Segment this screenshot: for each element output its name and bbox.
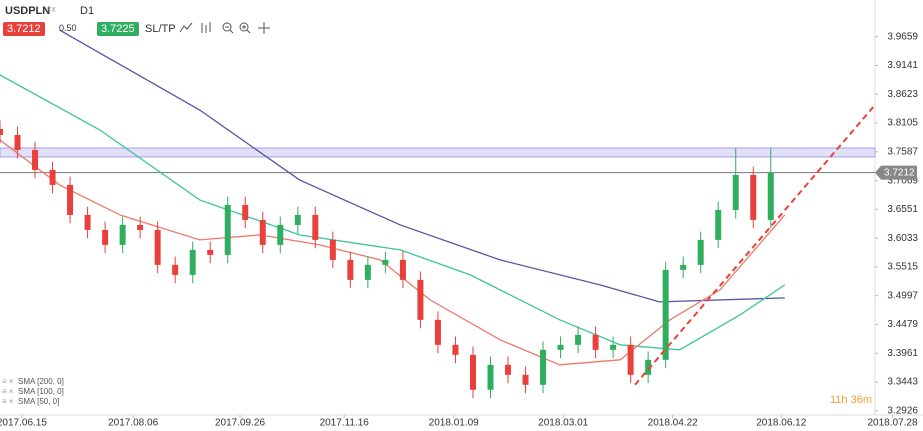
candle-body (399, 259, 406, 280)
legend-icon: ≡ × (2, 387, 14, 396)
y-tick-label: 3.4997 (887, 290, 918, 301)
candle-body (14, 135, 21, 150)
legend-entry: SMA [100, 0] (18, 387, 64, 396)
candle-body (224, 204, 231, 255)
y-tick-label: 3.6033 (887, 233, 918, 244)
symbol[interactable]: USDPLN (5, 5, 51, 17)
candle-body (522, 374, 529, 385)
candle-body (469, 354, 476, 390)
candle-body (102, 229, 109, 245)
x-tick-label: 2017.11.16 (320, 418, 370, 429)
y-tick-label: 3.8105 (887, 118, 918, 129)
candle-body (750, 174, 757, 220)
candle-body (417, 279, 424, 320)
x-tick-label: 2017.06.15 (0, 418, 47, 429)
candle-body (207, 249, 214, 255)
candle-body (680, 264, 687, 270)
candle-body (364, 264, 371, 280)
candle-body (452, 344, 459, 355)
candle-body (137, 224, 144, 230)
trendline (634, 104, 876, 386)
candle-body (767, 172, 774, 220)
y-tick-label: 3.9141 (887, 60, 918, 71)
x-tick-label: 2018.03.01 (538, 418, 588, 429)
candle-body (697, 239, 704, 265)
candle-body (32, 150, 39, 170)
candle-body (312, 214, 319, 240)
candle-body (540, 349, 547, 385)
price-badge-label: 3.7212 (884, 167, 915, 178)
candle-body (119, 224, 126, 245)
candle-body (662, 269, 669, 360)
sma-line (59, 29, 785, 303)
sma-line (0, 139, 786, 366)
y-tick-label: 3.4479 (887, 319, 918, 330)
price-badge (875, 165, 917, 180)
legend-entry: SMA [50, 0] (18, 397, 59, 406)
market: FX (47, 7, 56, 14)
y-tick-label: 3.5515 (887, 262, 918, 273)
candle-body (645, 359, 652, 375)
x-tick-label: 2017.08.06 (108, 418, 158, 429)
timeframe[interactable]: D1 (80, 5, 95, 17)
candle-body (732, 174, 739, 210)
candle-body (84, 214, 91, 230)
tool-icons[interactable] (178, 20, 273, 36)
y-tick-label: 3.9659 (887, 31, 918, 42)
candle-body (434, 319, 441, 345)
candle-body (592, 334, 599, 350)
candle-body (277, 224, 284, 245)
candle-body (259, 219, 266, 245)
candle-body (329, 239, 336, 260)
x-tick-label: 2018.04.22 (648, 418, 698, 429)
x-tick-label: 2017.09.26 (215, 418, 265, 429)
candle-body (189, 249, 196, 275)
y-tick-label: 3.3961 (887, 348, 918, 359)
candle-body (575, 334, 582, 345)
legend-entry: SMA [200, 0] (18, 377, 64, 386)
legend-icon: ≡ × (2, 397, 14, 406)
candle-body (347, 259, 354, 280)
bid-price[interactable]: 3.7212 (3, 22, 45, 36)
candle-body (294, 214, 301, 225)
x-tick-label: 2018.01.09 (429, 418, 479, 429)
y-tick-label: 3.7069 (887, 175, 918, 186)
candle-body (487, 364, 494, 390)
candle-body (557, 344, 564, 350)
candle-body (0, 128, 3, 135)
candle-body (154, 229, 161, 265)
candle-body (382, 259, 389, 265)
y-tick-label: 3.7587 (887, 146, 918, 157)
candle-body (67, 184, 74, 215)
y-tick-label: 3.6551 (887, 204, 918, 215)
candle-body (49, 169, 56, 185)
y-tick-label: 3.3443 (887, 377, 918, 388)
y-tick-label: 3.8623 (887, 89, 918, 100)
candle-body (627, 344, 634, 375)
y-tick-label: 3.2926 (887, 405, 918, 416)
spread: 0.50 (59, 23, 77, 33)
resistance-zone (0, 147, 876, 158)
ask-price[interactable]: 3.7225 (97, 22, 139, 36)
candle-body (715, 209, 722, 240)
candle-body (242, 204, 249, 220)
x-tick-label: 2018.06.12 (756, 418, 806, 429)
countdown: 11h 36m (830, 394, 872, 406)
candle-body (505, 364, 512, 375)
sltp-button[interactable]: SL/TP (145, 23, 176, 35)
legend-icon: ≡ × (2, 377, 14, 386)
sma-line (0, 74, 786, 351)
candle-body (172, 264, 179, 275)
candle-body (610, 344, 617, 350)
x-tick-label: 2018.07.28 (867, 418, 917, 429)
